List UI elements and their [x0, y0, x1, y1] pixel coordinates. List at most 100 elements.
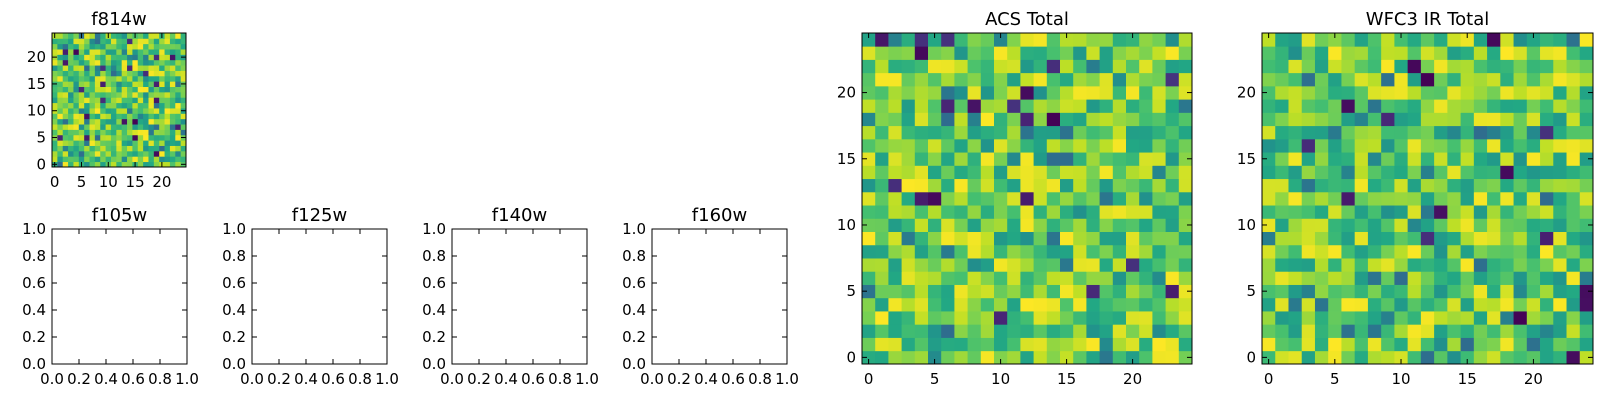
heatmap-cell [994, 244, 1008, 259]
heatmap-cell [1301, 85, 1316, 100]
heatmap-cell [1341, 337, 1356, 352]
heatmap-cell [1407, 218, 1422, 232]
heatmap-cell [1275, 324, 1289, 338]
heatmap-cell [121, 129, 128, 136]
heatmap-cell [110, 91, 117, 98]
heatmap-cell [137, 150, 144, 157]
heatmap-cell [1526, 112, 1541, 127]
heatmap-cell [1060, 85, 1074, 100]
heatmap-cell [164, 113, 171, 120]
heatmap-cell [1434, 33, 1448, 47]
heatmap-cell [1086, 350, 1100, 365]
heatmap-cell [1007, 258, 1021, 272]
heatmap-cell [862, 350, 876, 365]
heatmap-cell [1434, 191, 1448, 206]
heatmap-cell [175, 118, 182, 125]
heatmap-cell [52, 124, 58, 130]
heatmap-cell [928, 178, 942, 193]
y-tick-label: 20 [27, 48, 46, 66]
heatmap-cell [175, 59, 182, 66]
heatmap-cell [62, 118, 69, 125]
heatmap-cell [1314, 125, 1329, 140]
heatmap-cell [180, 140, 187, 146]
heatmap-cell [1460, 337, 1475, 352]
heatmap-cell [116, 118, 123, 125]
heatmap-cell [1288, 152, 1303, 166]
heatmap-cell [1473, 138, 1488, 153]
heatmap-cell [116, 108, 123, 114]
heatmap-cell [1540, 284, 1554, 299]
heatmap-cell [994, 297, 1008, 312]
heatmap-cell [132, 59, 139, 66]
heatmap-cell [1381, 99, 1395, 113]
heatmap-cell [1099, 258, 1114, 272]
heatmap-cell [1262, 125, 1276, 140]
heatmap-cell [1407, 46, 1422, 60]
heatmap-cell [1126, 350, 1140, 365]
heatmap-cell [1540, 33, 1554, 47]
heatmap-cell [1513, 324, 1528, 338]
heatmap-cell [105, 81, 112, 87]
heatmap-cell [1341, 218, 1356, 232]
heatmap-cell [941, 205, 955, 219]
heatmap-cell [1407, 297, 1422, 312]
heatmap-cell [89, 156, 96, 163]
heatmap-cell [1487, 112, 1501, 127]
heatmap-cell [1301, 165, 1316, 180]
heatmap-cell [127, 65, 133, 71]
x-tick-label: 0.2 [467, 370, 491, 388]
heatmap-cell [1526, 125, 1541, 140]
heatmap-cell [1046, 284, 1061, 299]
heatmap-cell [980, 191, 995, 206]
heatmap-cell [980, 271, 995, 285]
heatmap-cell [1112, 152, 1127, 166]
heatmap-cell [52, 49, 58, 55]
heatmap-cell [875, 85, 889, 100]
heatmap-cell [148, 49, 155, 55]
heatmap-cell [1288, 271, 1303, 285]
heatmap-cell [888, 99, 902, 113]
heatmap-cell [1073, 33, 1087, 47]
heatmap-cell [110, 145, 117, 152]
heatmap-cell [100, 91, 106, 98]
heatmap-cell [1112, 284, 1127, 299]
heatmap-cell [1033, 350, 1048, 365]
heatmap-cell [1020, 152, 1034, 166]
heatmap-cell [84, 54, 90, 61]
heatmap-cell [1301, 258, 1316, 272]
heatmap-cell [132, 97, 139, 104]
heatmap-cell [84, 129, 90, 136]
heatmap-cell [127, 43, 133, 50]
heatmap-cell [1447, 165, 1461, 180]
heatmap-cell [862, 297, 876, 312]
heatmap-cell [1447, 271, 1461, 285]
y-tick-label: 0.8 [622, 247, 646, 265]
heatmap-cell [132, 156, 139, 163]
heatmap-cell [1112, 112, 1127, 127]
heatmap-cell [73, 49, 80, 55]
heatmap-cell [1381, 258, 1395, 272]
heatmap-cell [94, 145, 101, 152]
heatmap-cell [1367, 125, 1382, 140]
heatmap-cell [1112, 33, 1127, 47]
heatmap-cell [1112, 311, 1127, 325]
heatmap-cell [1566, 178, 1581, 193]
heatmap-cell [1381, 191, 1395, 206]
heatmap-cell [1139, 99, 1153, 113]
heatmap-cell [1152, 59, 1166, 74]
heatmap-cell [137, 81, 144, 87]
heatmap-cell [52, 75, 58, 82]
heatmap-cell [1314, 284, 1329, 299]
heatmap-cell [1288, 85, 1303, 100]
heatmap-cell [1566, 350, 1581, 365]
heatmap-cell [1126, 33, 1140, 47]
heatmap-cell [169, 65, 176, 71]
panel-title: f814w [91, 9, 146, 30]
heatmap-cell [169, 129, 176, 136]
heatmap-cell [62, 33, 69, 39]
heatmap-cell [1526, 59, 1541, 74]
heatmap-cell [914, 165, 929, 180]
heatmap-cell [1288, 231, 1303, 246]
heatmap-cell [180, 145, 187, 152]
